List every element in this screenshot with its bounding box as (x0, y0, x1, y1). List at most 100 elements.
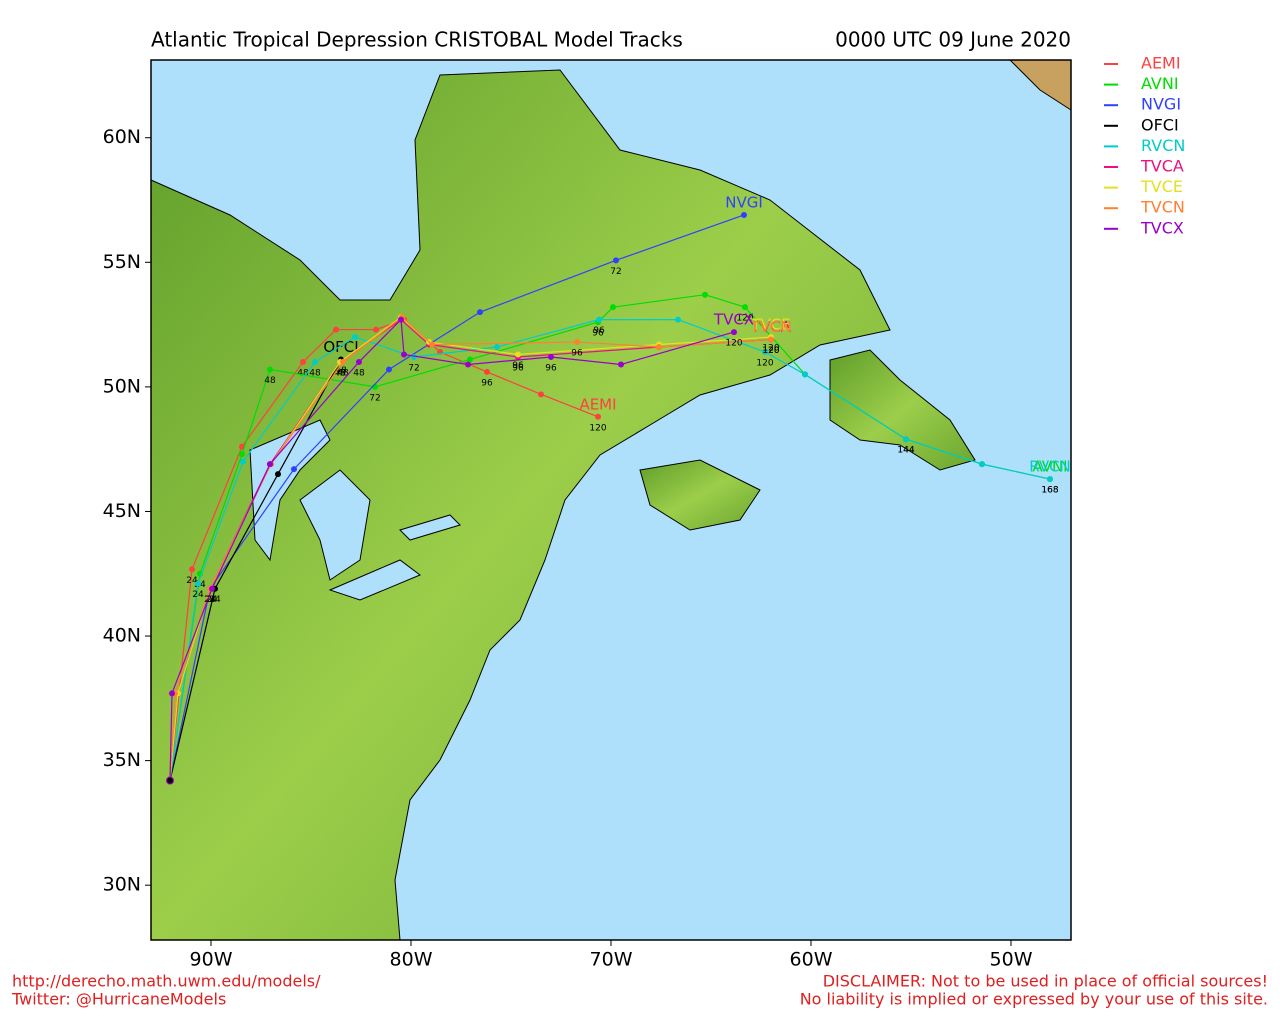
track-point (169, 690, 175, 697)
track-end-label: RVCN (1029, 458, 1071, 476)
footer-disclaimer: DISCLAIMER: Not to be used in place of o… (823, 972, 1268, 991)
track-point (467, 356, 473, 363)
land (829, 349, 976, 471)
legend-label: TVCN (1140, 198, 1185, 217)
legend-label: TVCX (1140, 218, 1184, 237)
x-tick-label: 80W (390, 949, 433, 971)
hour-label: 48 (334, 368, 346, 378)
track-point (239, 451, 245, 458)
hour-label: 120 (762, 346, 779, 356)
legend-label: TVCA (1140, 157, 1184, 176)
hour-label: 120 (736, 314, 753, 324)
track-point (979, 461, 985, 468)
track-point (195, 580, 201, 587)
track-end-label: TVCX (713, 311, 754, 329)
y-tick-label: 30N (103, 874, 141, 896)
legend-label: RVCN (1141, 136, 1185, 155)
track (169, 316, 772, 781)
y-tick-label: 60N (103, 126, 141, 148)
track-end-label: TVCN (749, 318, 791, 336)
track-point (166, 776, 174, 785)
footer-url: http://derecho.math.uwm.edu/models/ (12, 972, 321, 991)
track-point (312, 358, 318, 365)
track-point (356, 358, 362, 365)
hour-label: 72 (369, 393, 380, 403)
track-point (702, 291, 708, 298)
hour-label: 48 (309, 368, 321, 378)
x-tick-label: 50W (990, 949, 1033, 971)
footer-liability: No liability is implied or expressed by … (800, 990, 1268, 1009)
land (639, 459, 761, 531)
track-point (731, 329, 737, 336)
track (169, 359, 342, 781)
track-point (618, 361, 624, 368)
track-point (548, 353, 554, 360)
track-point (429, 341, 435, 348)
x-tick-label: 90W (190, 949, 233, 971)
lakes (249, 419, 461, 601)
hour-label: 120 (762, 346, 779, 356)
track-point (494, 344, 500, 351)
hour-label: 72 (610, 267, 621, 277)
track-point (291, 466, 297, 473)
hour-label: 96 (545, 363, 557, 373)
track-point (398, 316, 404, 323)
track-point (613, 257, 619, 264)
track-point (574, 339, 580, 346)
hour-label: 120 (725, 339, 742, 349)
track-point (386, 366, 392, 373)
track-point (333, 326, 339, 333)
legend-label: NVGI (1141, 95, 1181, 114)
track-point (903, 436, 909, 443)
y-tick-label: 40N (103, 625, 141, 647)
hour-label: 120 (589, 423, 606, 433)
y-tick-label: 35N (103, 749, 141, 771)
hour-label: 96 (592, 329, 604, 339)
track-point (675, 316, 681, 323)
track-point (595, 413, 601, 420)
hour-label: 96 (571, 349, 583, 359)
track-point (267, 461, 273, 468)
legend-label: AVNI (1141, 74, 1179, 93)
track-point (209, 585, 215, 592)
track-point (538, 391, 544, 398)
hour-label: 72 (408, 363, 419, 373)
land (150, 69, 891, 941)
hour-label: 120 (756, 359, 773, 369)
chart-title: Atlantic Tropical Depression CRISTOBAL M… (151, 28, 683, 52)
hour-label: 96 (512, 361, 524, 371)
track-point (741, 211, 747, 218)
hour-label: 120 (762, 344, 779, 354)
track-point (802, 371, 808, 378)
x-tick-label: 60W (790, 949, 833, 971)
hour-label: 96 (481, 378, 493, 388)
hour-label: 48 (264, 376, 276, 386)
track-point (596, 316, 602, 323)
track-point (465, 361, 471, 368)
track-point (275, 471, 281, 478)
legend-label: AEMI (1141, 54, 1181, 73)
hour-label: 24 (186, 576, 198, 586)
hour-label: 144 (897, 446, 914, 456)
track-point (240, 458, 246, 465)
hour-label: 24 (204, 595, 216, 605)
hour-label: 168 (1041, 486, 1058, 496)
track-point (340, 358, 346, 365)
chart-date: 0000 UTC 09 June 2020 (835, 28, 1071, 52)
track-point (742, 304, 748, 311)
y-tick-label: 45N (103, 500, 141, 522)
hour-label: 96 (593, 326, 605, 336)
hour-label: 24 (204, 595, 216, 605)
track-end-label: TVCE (750, 316, 790, 334)
track-end-label: AEMI (579, 395, 616, 413)
track-point (610, 304, 616, 311)
x-tick-label: 70W (590, 949, 633, 971)
track-point (1047, 476, 1053, 483)
track-point (352, 334, 358, 341)
track-point (401, 351, 407, 358)
hour-label: 48 (335, 366, 347, 376)
hour-label: 48 (297, 368, 309, 378)
hour-label: 96 (512, 363, 524, 373)
legend-label: OFCI (1141, 115, 1179, 134)
hour-label: 24 (209, 595, 221, 605)
